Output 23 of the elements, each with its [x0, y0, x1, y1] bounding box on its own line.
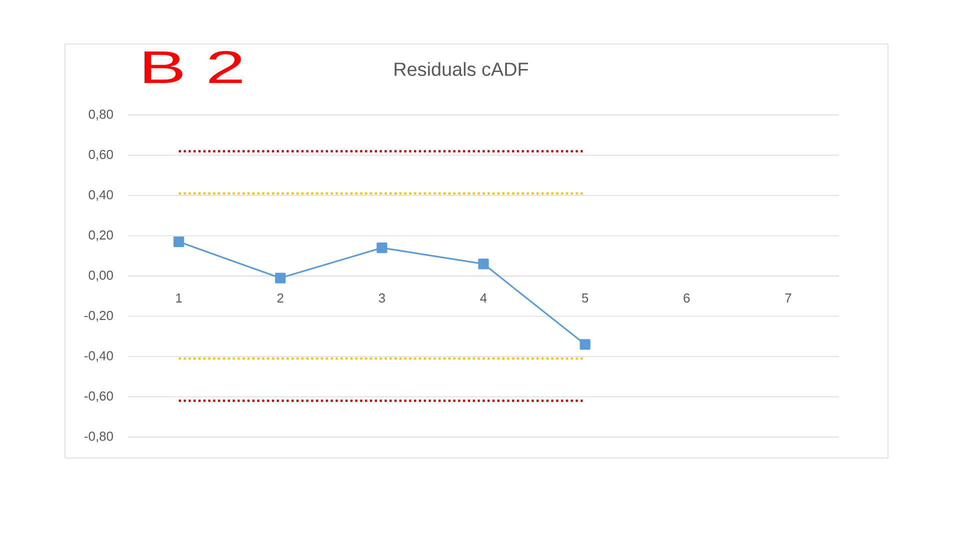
y-tick-label: -0,20 [84, 310, 113, 322]
point [478, 258, 489, 270]
chart-title: Residuals cADF [394, 62, 528, 76]
point [580, 339, 590, 350]
y-tick-label: 0,40 [88, 190, 113, 201]
y-tick-label: -0,80 [84, 432, 113, 442]
text: B 2 [144, 50, 242, 83]
y-tick-label: 0,60 [88, 150, 113, 161]
x-tick-label: 3 [378, 293, 385, 303]
y-tick-label: -0,60 [84, 391, 113, 402]
x-tick-label: 5 [582, 293, 588, 303]
y-tick-label: 0,00 [88, 270, 113, 282]
x-tick-label: 6 [684, 293, 690, 303]
x-tick-label: 7 [785, 294, 792, 302]
x-tick-label: 1 [176, 294, 182, 302]
point [376, 242, 388, 254]
y-tick-label: -0,40 [84, 351, 113, 362]
y-tick-label: 0,20 [88, 230, 113, 242]
x-tick-label: 4 [480, 294, 487, 302]
point [173, 236, 184, 248]
point [275, 272, 286, 284]
x-tick-label: 2 [277, 293, 284, 303]
y-tick-label: 0,80 [88, 110, 113, 120]
